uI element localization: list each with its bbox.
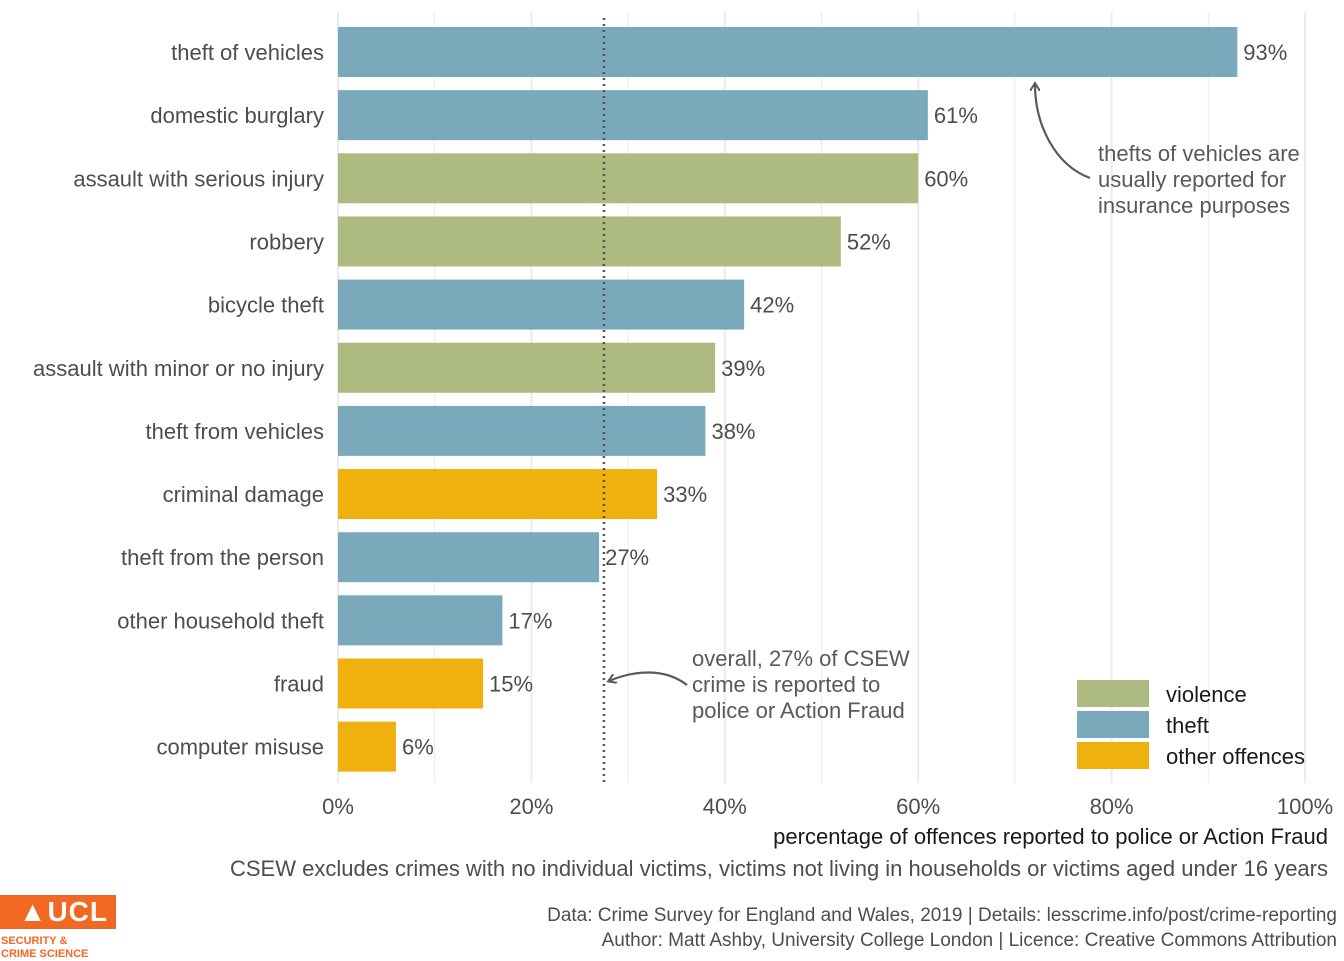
category-label: other household theft [117,608,324,633]
credit-line-author: Author: Matt Ashby, University College L… [601,930,1337,951]
value-label: 60% [924,166,968,191]
bars [338,27,1238,772]
bar [338,153,919,204]
value-label: 27% [605,545,649,570]
x-tick-label: 60% [896,794,940,819]
category-labels: theft of vehicles domestic burglary assaul… [33,40,324,760]
bar [338,27,1238,77]
ucl-logo-box: ▲UCL [0,895,116,929]
category-label: theft of vehicles [171,40,324,65]
category-label: criminal damage [163,482,324,507]
bar [338,595,503,646]
value-label: 61% [934,103,978,128]
legend-label: theft [1166,713,1209,738]
credits: Data: Crime Survey for England and Wales… [547,903,1337,953]
x-tick-label: 40% [703,794,747,819]
grid-lines [337,12,1306,783]
annotation-text: usually reported for [1098,167,1286,192]
x-tick-label: 80% [1090,794,1134,819]
category-label: assault with serious injury [73,166,324,191]
x-tick-labels: 0% 20% 40% 60% 80% 100% [322,794,1333,819]
category-label: domestic burglary [150,103,324,128]
category-label: assault with minor or no injury [33,356,324,381]
legend-swatch [1077,680,1149,707]
value-label: 52% [847,229,891,254]
value-label: 93% [1243,40,1287,65]
annotation-text: insurance purposes [1098,193,1290,218]
x-tick-label: 100% [1277,794,1333,819]
bar [338,279,745,330]
annotation-arrow [609,671,688,686]
legend: violence theft other offences [1077,680,1305,769]
value-label: 39% [721,356,765,381]
legend-label: violence [1166,682,1247,707]
ucl-logo: ▲UCL SECURITY & CRIME SCIENCE [0,895,116,960]
bar [338,90,928,141]
bar [338,342,716,393]
ucl-logo-text: ▲UCL [18,896,108,927]
value-label: 6% [402,735,434,760]
category-label: theft from the person [121,545,324,570]
category-label: bicycle theft [208,293,324,318]
value-label: 33% [663,482,707,507]
value-label: 17% [508,608,552,633]
caption: CSEW excludes crimes with no individual … [230,856,1328,881]
x-tick-label: 0% [322,794,354,819]
value-label: 42% [750,293,794,318]
ucl-logo-subtitle-line1: SECURITY & [1,935,68,947]
category-label: robbery [249,229,324,254]
category-label: fraud [274,672,324,697]
x-axis-title: percentage of offences reported to polic… [773,824,1328,849]
x-tick-label: 20% [509,794,553,819]
bar [338,658,484,709]
bar [338,721,397,772]
ucl-logo-subtitle-line2: CRIME SCIENCE [1,948,89,960]
annotation-text: police or Action Fraud [692,698,905,723]
legend-swatch [1077,711,1149,738]
bar [338,216,841,267]
bar [338,405,706,456]
bar [338,532,600,583]
annotation-text: overall, 27% of CSEW [692,646,910,671]
category-label: theft from vehicles [145,419,324,444]
annotation-arrow [1035,84,1091,180]
annotation-text: crime is reported to [692,672,880,697]
legend-swatch [1077,742,1149,769]
annotation-text: thefts of vehicles are [1098,141,1300,166]
chart: theft of vehicles domestic burglary assaul… [33,12,1333,881]
credit-line-data: Data: Crime Survey for England and Wales… [547,905,1337,926]
value-label: 15% [489,672,533,697]
category-label: computer misuse [156,735,324,760]
ucl-logo-subtitle: SECURITY & CRIME SCIENCE [1,935,88,961]
bar [338,469,658,520]
value-label: 38% [711,419,755,444]
value-labels: 93% 61% 60% 52% 42% 39% 38% 33% 27% 17% 15% 6% [402,40,1287,760]
legend-label: other offences [1166,744,1305,769]
